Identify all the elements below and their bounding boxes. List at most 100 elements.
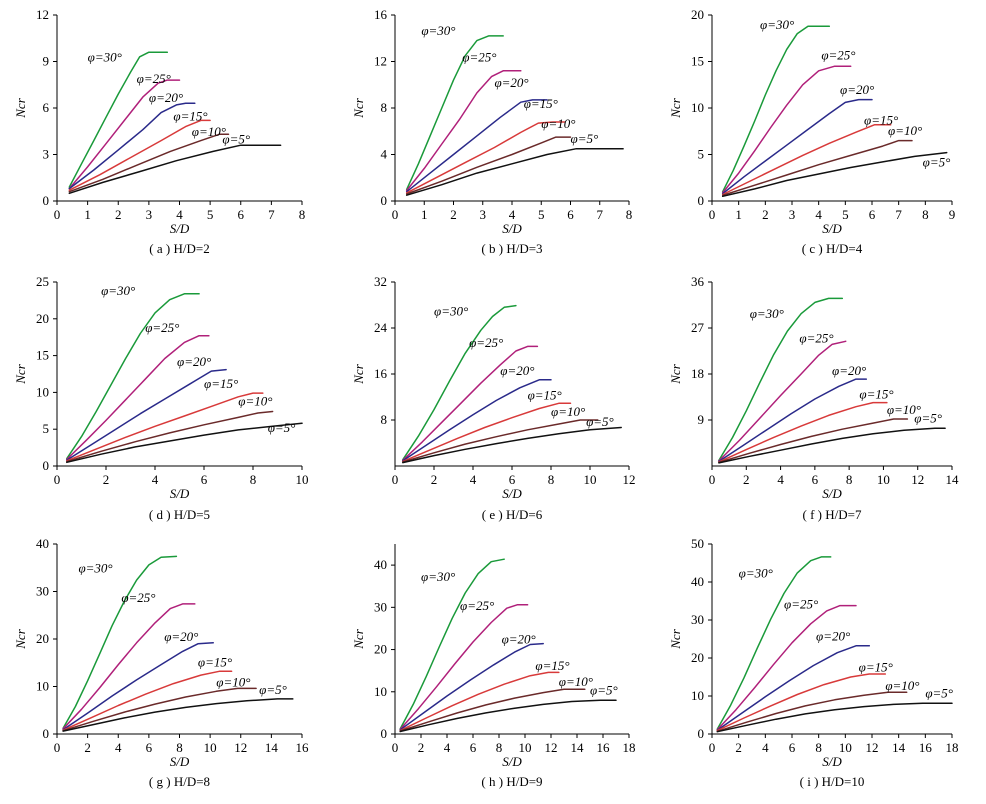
series-label-phi-30: φ=30° — [421, 569, 455, 584]
series-label-phi-5: φ=5° — [259, 682, 287, 697]
y-tick-label: 8 — [381, 412, 388, 427]
y-tick-label: 8 — [381, 100, 388, 115]
x-tick-label: 5 — [538, 207, 545, 222]
series-label-phi-5: φ=5° — [590, 682, 618, 697]
series-line-phi-15 — [716, 673, 887, 732]
x-tick-label: 6 — [789, 740, 796, 755]
series-line-phi-20 — [66, 368, 227, 461]
series-line-phi-30 — [66, 293, 200, 460]
x-tick-label: 1 — [84, 207, 91, 222]
series-label-phi-15: φ=15° — [528, 387, 562, 402]
y-axis-title: Ncr — [351, 97, 366, 118]
x-tick-label: 7 — [597, 207, 604, 222]
x-axis-title: S/D — [822, 486, 842, 501]
y-tick-label: 20 — [691, 650, 704, 665]
series-line-phi-5 — [62, 698, 294, 732]
x-tick-label: 16 — [919, 740, 933, 755]
series-line-phi-25 — [62, 603, 196, 730]
y-tick-label: 4 — [381, 147, 388, 162]
x-tick-label: 12 — [911, 472, 924, 487]
y-axis-title: Ncr — [351, 363, 366, 384]
x-tick-label: 7 — [895, 207, 902, 222]
x-tick-label: 0 — [709, 207, 716, 222]
series-label-phi-25: φ=25° — [799, 330, 833, 345]
y-tick-label: 15 — [691, 54, 704, 69]
panel-caption: ( f ) H/D=7 — [803, 507, 862, 522]
series-line-phi-25 — [718, 340, 847, 462]
x-tick-label: 0 — [54, 207, 61, 222]
x-tick-label: 4 — [176, 207, 183, 222]
series-line-phi-25 — [66, 334, 210, 461]
series-line-phi-20 — [718, 378, 868, 463]
x-tick-label: 9 — [949, 207, 956, 222]
series-label-phi-20: φ=20° — [502, 632, 536, 647]
series-label-phi-15: φ=15° — [173, 108, 207, 123]
y-tick-label: 5 — [43, 421, 50, 436]
series-label-phi-25: φ=25° — [145, 320, 179, 335]
x-tick-label: 12 — [234, 740, 247, 755]
series-label-phi-25: φ=25° — [462, 50, 496, 65]
x-tick-label: 4 — [115, 740, 122, 755]
series-line-phi-20 — [405, 99, 548, 193]
x-tick-label: 4 — [152, 472, 159, 487]
series-label-phi-30: φ=30° — [750, 306, 784, 321]
y-tick-label: 0 — [43, 193, 50, 208]
series-line-phi-20 — [716, 645, 871, 731]
x-axis-title: S/D — [502, 754, 522, 769]
series-label-phi-10: φ=10° — [551, 404, 585, 419]
x-tick-label: 8 — [250, 472, 257, 487]
x-tick-label: 16 — [597, 740, 611, 755]
series-label-phi-10: φ=10° — [887, 402, 921, 417]
x-tick-label: 8 — [922, 207, 929, 222]
x-axis-title: S/D — [170, 221, 190, 236]
y-tick-label: 9 — [698, 412, 705, 427]
y-axis-title: Ncr — [13, 363, 28, 384]
series-line-phi-30 — [68, 51, 169, 188]
y-tick-label: 50 — [691, 536, 704, 551]
series-line-phi-5 — [405, 147, 624, 196]
chart-panel-9: 0 2 4 6 8 10 12 14 16 18 0 10 20 30 40 50 S/D Ncr ( i ) H/… — [668, 536, 959, 789]
series-label-phi-20: φ=20° — [149, 90, 183, 105]
x-tick-label: 8 — [176, 740, 183, 755]
panel-caption: ( d ) H/D=5 — [149, 507, 210, 522]
series-label-phi-20: φ=20° — [500, 363, 534, 378]
y-tick-label: 27 — [691, 320, 705, 335]
y-tick-label: 16 — [374, 366, 388, 381]
x-tick-label: 8 — [626, 207, 633, 222]
x-tick-label: 6 — [146, 740, 153, 755]
x-tick-label: 2 — [735, 740, 742, 755]
series-label-phi-5: φ=5° — [923, 155, 951, 170]
series-label-phi-20: φ=20° — [816, 629, 850, 644]
series-line-phi-20 — [721, 98, 873, 195]
y-tick-label: 3 — [43, 147, 50, 162]
series-line-phi-10 — [66, 410, 274, 463]
y-tick-label: 0 — [381, 193, 388, 208]
y-tick-label: 24 — [374, 320, 388, 335]
x-tick-label: 0 — [54, 472, 61, 487]
x-tick-label: 0 — [54, 740, 61, 755]
series-label-phi-15: φ=15° — [198, 655, 232, 670]
series-label-phi-15: φ=15° — [864, 113, 898, 128]
x-tick-label: 4 — [815, 207, 822, 222]
series-label-phi-10: φ=10° — [238, 394, 272, 409]
series-label-phi-15: φ=15° — [535, 658, 569, 673]
x-tick-label: 0 — [709, 740, 716, 755]
series-line-phi-10 — [399, 688, 586, 732]
series-line-phi-20 — [68, 102, 196, 190]
series-line-phi-30 — [718, 297, 844, 462]
series-label-phi-30: φ=30° — [78, 561, 112, 576]
x-axis-title: S/D — [502, 221, 522, 236]
x-tick-label: 18 — [623, 740, 636, 755]
series-line-phi-25 — [716, 604, 857, 731]
x-tick-label: 14 — [571, 740, 585, 755]
y-tick-label: 0 — [43, 458, 50, 473]
x-tick-label: 12 — [623, 472, 636, 487]
series-line-phi-5 — [66, 422, 303, 464]
series-label-phi-30: φ=30° — [421, 23, 455, 38]
series-label-phi-15: φ=15° — [524, 96, 558, 111]
y-tick-label: 12 — [36, 7, 49, 22]
y-tick-label: 20 — [374, 642, 387, 657]
series-line-phi-20 — [399, 642, 544, 731]
panel-caption: ( b ) H/D=3 — [481, 241, 542, 256]
